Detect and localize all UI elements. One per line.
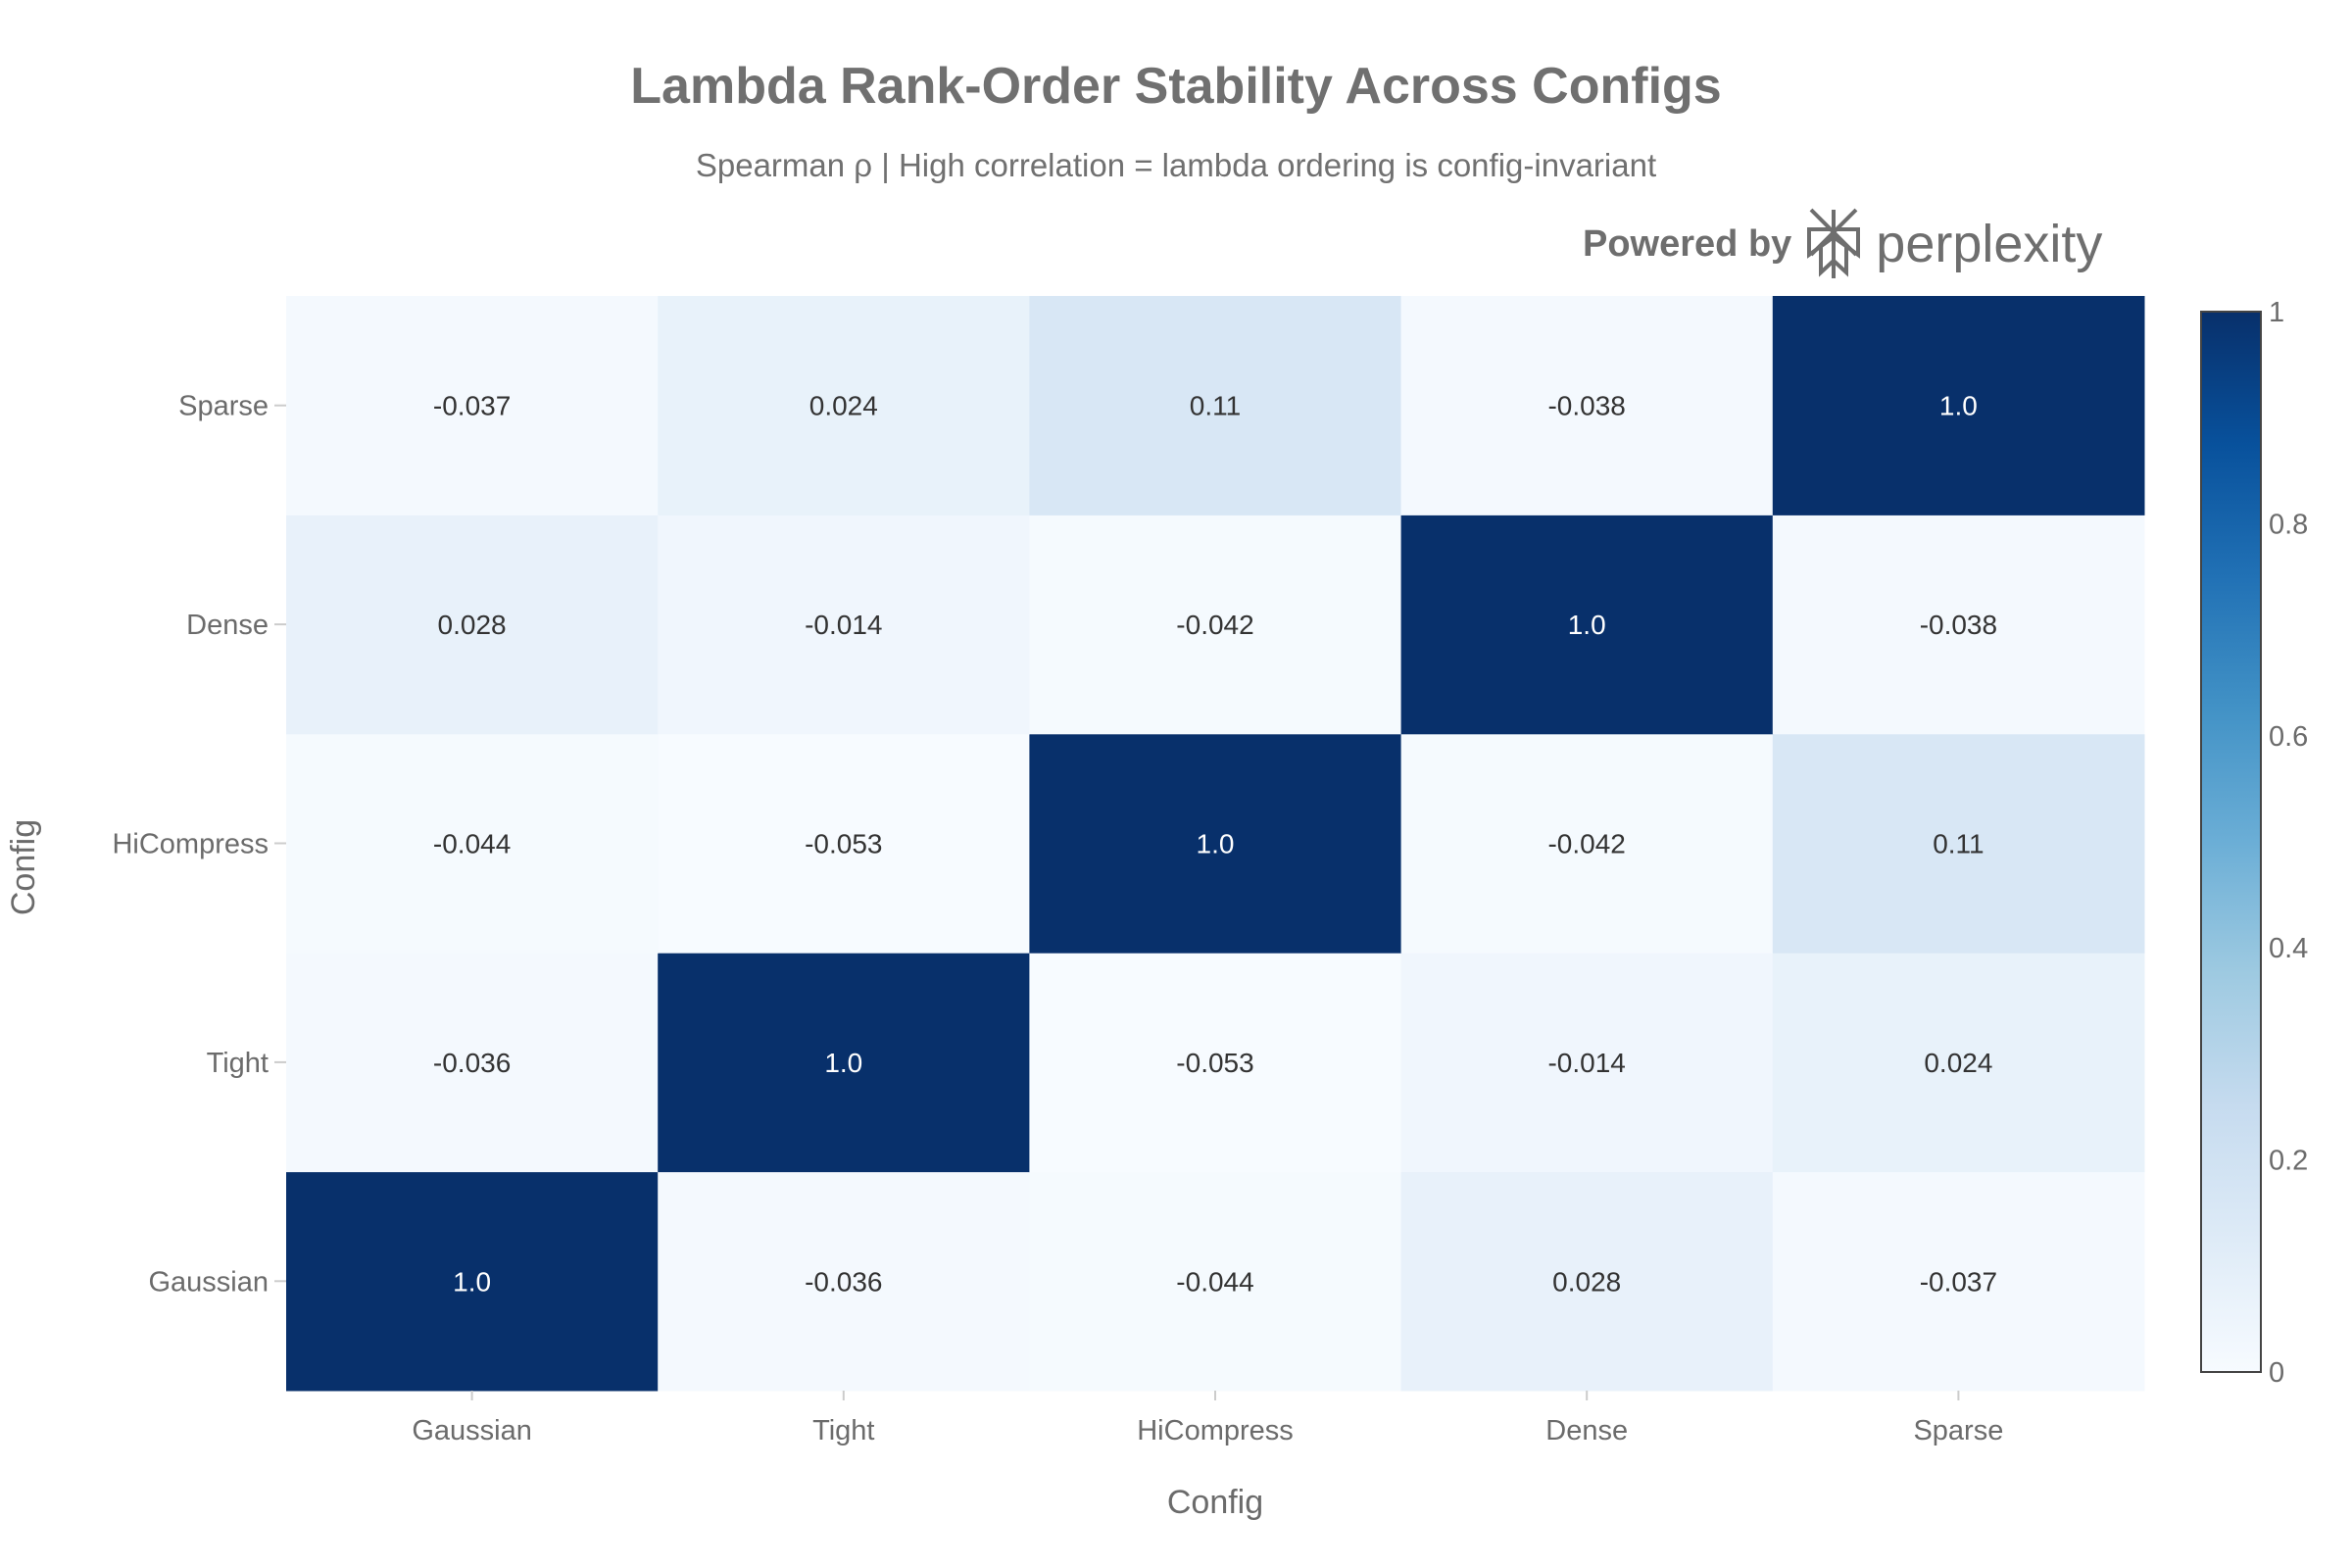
heatmap-cell: [1400, 514, 1774, 735]
heatmap-cell: [1400, 733, 1774, 954]
x-tick-label: Dense: [1545, 1415, 1628, 1446]
y-tick-label: Dense: [186, 610, 269, 641]
y-tick-label: Gaussian: [148, 1266, 269, 1298]
cell-label: 0.11: [1190, 391, 1241, 421]
perplexity-brand: perplexity: [1876, 215, 2103, 273]
cell-label: 1.0: [1197, 829, 1235, 859]
heatmap-cell: [658, 514, 1030, 735]
cell-label: -0.036: [805, 1266, 882, 1297]
chart-title: Lambda Rank-Order Stability Across Confi…: [630, 58, 1722, 115]
heatmap-cell: [286, 953, 659, 1173]
heatmap-cell: [658, 953, 1030, 1173]
heatmap-cell: [1772, 733, 2145, 954]
chart-subtitle: Spearman ρ | High correlation = lambda o…: [695, 147, 1657, 183]
colorbar-tick-label: 0.8: [2269, 509, 2308, 540]
heatmap-cells: 1.0 -0.036 -0.044 0.028 -0.037 -0.036 1.0 -0.05…: [286, 296, 2145, 1392]
cell-label: 0.028: [438, 610, 507, 640]
heatmap-cell: [1772, 953, 2145, 1173]
cell-label: -0.037: [433, 391, 511, 421]
heatmap-cell: [658, 1171, 1030, 1392]
heatmap-cell: [1772, 296, 2145, 515]
cell-label: 0.024: [1924, 1048, 1992, 1078]
y-tick-label: HiCompress: [112, 829, 269, 860]
colorbar-tick-label: 1: [2269, 297, 2284, 328]
cell-label: -0.053: [805, 829, 882, 859]
colorbar: [2200, 311, 2262, 1373]
cell-label: -0.053: [1176, 1048, 1253, 1078]
powered-by-label: Powered by: [1583, 222, 1792, 265]
x-tick-label: Tight: [812, 1415, 874, 1446]
colorbar-ticks: 0 0.2 0.4 0.6 0.8 1: [2269, 297, 2308, 1389]
heatmap-cell: [1029, 733, 1402, 954]
cell-label: 1.0: [1568, 610, 1606, 640]
y-axis-ticks: Gaussian Tight HiCompress Dense Sparse: [112, 391, 286, 1298]
cell-label: -0.037: [1920, 1266, 1997, 1297]
cell-label: -0.014: [805, 610, 882, 640]
colorbar-tick-label: 0.4: [2269, 933, 2308, 964]
cell-label: -0.038: [1547, 391, 1625, 421]
heatmap-cell: [1400, 296, 1774, 515]
heatmap-cell: [1029, 1171, 1402, 1392]
heatmap-cell: [1772, 514, 2145, 735]
colorbar-tick-label: 0: [2269, 1357, 2284, 1389]
cell-label: -0.042: [1547, 829, 1625, 859]
perplexity-logo-icon: [1807, 208, 1861, 278]
cell-label: 1.0: [453, 1266, 491, 1297]
cell-label: -0.044: [1176, 1266, 1253, 1297]
heatmap-cell: [1400, 1171, 1774, 1392]
y-tick-label: Sparse: [178, 391, 269, 422]
x-tick-label: Gaussian: [412, 1415, 532, 1446]
y-tick-label: Tight: [207, 1048, 269, 1079]
colorbar-tick-label: 0.6: [2269, 721, 2308, 753]
cell-label: 0.028: [1552, 1266, 1621, 1297]
heatmap-cell: [286, 514, 659, 735]
heatmap-cell: [1772, 1171, 2145, 1392]
cell-label: -0.036: [433, 1048, 511, 1078]
cell-label: -0.014: [1547, 1048, 1625, 1078]
cell-label: -0.038: [1920, 610, 1997, 640]
cell-label: 0.024: [809, 391, 878, 421]
cell-label: 1.0: [1939, 391, 1978, 421]
cell-label: -0.042: [1176, 610, 1253, 640]
heatmap-cell: [1029, 296, 1402, 515]
x-axis-title: Config: [1167, 1484, 1263, 1521]
heatmap-cell: [286, 296, 659, 515]
y-axis-title: Config: [5, 819, 42, 915]
x-tick-label: Sparse: [1913, 1415, 2003, 1446]
heatmap-cell: [658, 296, 1030, 515]
x-axis-ticks: Gaussian Tight HiCompress Dense Sparse: [412, 1391, 2003, 1446]
heatmap-cell: [1029, 514, 1402, 735]
heatmap-cell: [286, 733, 659, 954]
cell-label: 0.11: [1933, 829, 1984, 859]
powered-by-watermark: Powered by perplexity: [1583, 208, 2102, 280]
heatmap-cell: [658, 733, 1030, 954]
heatmap-cell: [1400, 953, 1774, 1173]
heatmap-cell: [286, 1171, 659, 1392]
cell-label: -0.044: [433, 829, 511, 859]
cell-label: 1.0: [824, 1048, 862, 1078]
x-tick-label: HiCompress: [1137, 1415, 1294, 1446]
colorbar-tick-label: 0.2: [2269, 1146, 2308, 1177]
heatmap-cell: [1029, 953, 1402, 1173]
